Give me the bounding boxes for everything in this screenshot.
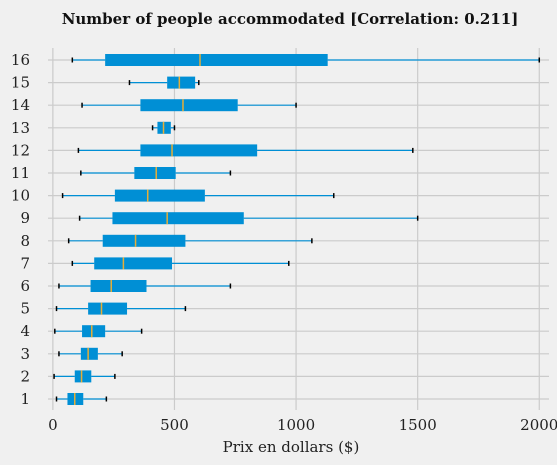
y-tick-label: 2 <box>20 367 30 385</box>
box <box>74 370 92 383</box>
box <box>82 325 106 338</box>
box-group <box>128 76 200 89</box>
x-tick-label: 1000 <box>277 416 315 434</box>
box-group <box>81 99 297 112</box>
y-tick-label: 11 <box>11 164 30 182</box>
y-tick-label: 9 <box>20 209 30 227</box>
box <box>140 99 238 112</box>
box <box>140 144 258 157</box>
y-tick-label: 16 <box>11 51 30 69</box>
y-tick-label: 7 <box>20 254 30 272</box>
x-tick-label: 1500 <box>399 416 437 434</box>
box <box>80 347 98 360</box>
box-group <box>67 234 313 247</box>
chart-title: Number of people accommodated [Correlati… <box>62 10 519 28</box>
y-tick-label: 12 <box>11 141 30 159</box>
y-tick-label: 1 <box>20 390 30 408</box>
boxes <box>53 54 541 405</box>
x-tick-label: 2000 <box>520 416 557 434</box>
box <box>88 302 128 315</box>
x-axis-label: Prix en dollars ($) <box>223 438 360 456</box>
box <box>112 212 244 225</box>
y-tick-label: 4 <box>20 322 30 340</box>
box-group <box>61 189 335 202</box>
box-group <box>55 302 187 315</box>
box <box>102 234 186 247</box>
y-tick-label: 6 <box>20 277 30 295</box>
box <box>94 257 173 270</box>
box <box>90 280 147 292</box>
box-group <box>53 370 116 383</box>
box <box>105 54 328 66</box>
y-tick-label: 14 <box>11 96 30 114</box>
box-group <box>71 257 290 270</box>
y-tick-label: 15 <box>11 74 30 92</box>
box <box>167 76 196 89</box>
y-tick-label: 3 <box>20 345 30 363</box>
box <box>114 189 205 202</box>
box-group <box>151 121 176 134</box>
y-tick-label: 10 <box>11 187 30 205</box>
y-tick-label: 13 <box>11 119 30 137</box>
box-group <box>58 280 232 292</box>
box-group <box>77 144 414 157</box>
x-tick-label: 0 <box>48 416 58 434</box>
box-group <box>54 325 143 338</box>
box-group <box>71 54 541 66</box>
box-group <box>78 212 419 225</box>
x-axis: 0 500 1000 1500 2000 <box>48 416 557 434</box>
box-group <box>80 167 232 179</box>
box <box>134 167 176 179</box>
box-group <box>55 393 108 405</box>
x-tick-label: 500 <box>160 416 189 434</box>
y-tick-label: 8 <box>20 232 30 250</box>
box-group <box>58 347 123 360</box>
y-tick-label: 5 <box>20 300 30 318</box>
